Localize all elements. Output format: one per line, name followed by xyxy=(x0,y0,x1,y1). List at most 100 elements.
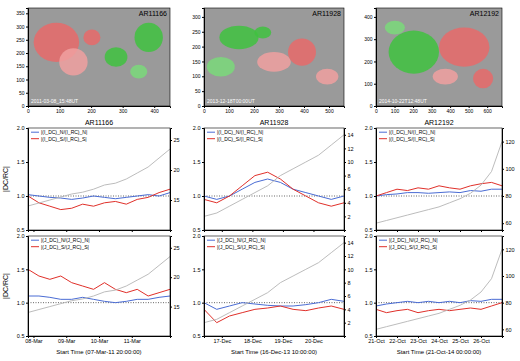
axis-line xyxy=(171,237,173,337)
tick: 1.0 xyxy=(193,193,204,199)
tick-mark xyxy=(170,140,172,141)
tick-mark xyxy=(344,256,346,257)
legend-label: |(I_DC)_N/(I_RC)_N| xyxy=(41,129,87,135)
tick-label: 60 xyxy=(506,220,512,226)
tick-mark xyxy=(374,230,376,231)
field-patch xyxy=(219,26,258,50)
y-axis-title: |DC/RC| xyxy=(2,273,10,299)
tick-label: 100 xyxy=(506,273,515,279)
tick xyxy=(418,230,419,232)
plot-area xyxy=(376,249,502,329)
tick-label: 4 xyxy=(348,307,351,313)
tick-label: 17-Dec xyxy=(213,338,231,344)
tick-label: 300 xyxy=(275,108,284,114)
tick xyxy=(397,230,398,232)
tick-label: 60 xyxy=(506,327,512,333)
tick-label: 0.5 xyxy=(193,333,201,339)
legend: |(J_DC)_N/(J_RC)_N||(J_DC)_S/(J_RC)_S| xyxy=(379,237,437,250)
tick-label: 100 xyxy=(391,108,400,114)
plot-area xyxy=(204,135,344,217)
tick-label: 2 xyxy=(348,320,351,326)
tick: 250 xyxy=(192,29,204,35)
tick-label: 200 xyxy=(16,50,25,56)
frame xyxy=(376,8,502,106)
y-axis: 0.51.01.52.0 xyxy=(193,233,205,339)
series-line xyxy=(204,179,344,199)
x-axis: 0100200300400 xyxy=(27,106,170,114)
tick: 100 xyxy=(192,73,204,79)
tick-label: 200 xyxy=(409,108,418,114)
tick: 60 xyxy=(502,327,512,333)
tick xyxy=(66,230,67,232)
tick xyxy=(439,230,440,232)
tick: 22-Oct xyxy=(389,336,406,344)
tick xyxy=(481,230,482,232)
tick-label: 20 xyxy=(174,274,180,280)
series-line xyxy=(204,172,344,206)
field-patch xyxy=(316,69,338,85)
tick-label: 1.5 xyxy=(17,159,25,165)
tick-label: 14 xyxy=(348,240,354,246)
tick-label: 50 xyxy=(195,88,201,94)
axis-line xyxy=(345,237,347,337)
tick-label: 8 xyxy=(348,280,351,286)
tick: 100 xyxy=(391,106,400,114)
tick-label: 250 xyxy=(16,37,25,43)
tick: 19-Dec xyxy=(275,336,293,344)
tick: 17-Dec xyxy=(213,336,231,344)
tick-label: 2.0 xyxy=(365,125,373,131)
tick: 400 xyxy=(300,106,309,114)
tick: 10 xyxy=(344,267,354,273)
tick-mark xyxy=(344,283,346,284)
tick-label: 1.5 xyxy=(365,159,373,165)
tick-label: 300 xyxy=(119,108,128,114)
y-axis: 0.51.01.52.0 xyxy=(365,125,377,233)
legend-label: |(I_DC)_N/(I_RC)_N| xyxy=(217,129,263,135)
tick: 200 xyxy=(87,106,96,114)
y2-axis: 2468101214 xyxy=(344,129,354,231)
tick: 0 xyxy=(203,106,206,114)
tick-mark xyxy=(170,277,172,278)
tick-label: 50 xyxy=(19,90,25,96)
tick: 100 xyxy=(364,81,376,87)
axis-line xyxy=(374,9,377,107)
legend-swatch xyxy=(207,246,215,247)
tick: 20-Dec xyxy=(305,336,323,344)
tick: 80 xyxy=(502,300,512,306)
tick-mark xyxy=(26,13,28,14)
tick-label: 08-Mar xyxy=(25,338,43,344)
tick-mark xyxy=(202,336,204,337)
tick: 100 xyxy=(16,77,28,83)
field-patch xyxy=(254,27,271,39)
tick: 1.5 xyxy=(17,267,28,273)
field-patch xyxy=(257,52,291,72)
tick-label: 19-Dec xyxy=(275,338,293,344)
tick-mark xyxy=(26,66,28,67)
tick: 400 xyxy=(151,106,160,114)
tick: 200 xyxy=(192,44,204,50)
y-axis: 0.51.01.52.0 xyxy=(193,125,205,233)
frame xyxy=(204,8,344,106)
axis-line xyxy=(26,129,29,231)
magnetogram-panel: 0100200300400500050100150200250300AR1192… xyxy=(192,8,344,114)
tick: 0.5 xyxy=(17,333,28,339)
field-patch xyxy=(389,31,439,74)
tick: 24-Oct xyxy=(431,336,448,344)
tick-label: 2.0 xyxy=(365,233,373,239)
tick-mark xyxy=(502,196,504,197)
tick-label: 23-Oct xyxy=(410,338,427,344)
field-patch xyxy=(135,23,163,52)
plot-area xyxy=(28,149,170,210)
x-axis: 21-Oct22-Oct23-Oct24-Oct25-Oct26-Oct xyxy=(368,336,502,344)
reference-line xyxy=(204,196,344,197)
tick-mark xyxy=(344,216,346,217)
tick: 6 xyxy=(344,186,351,192)
tick-mark xyxy=(202,236,204,237)
y-axis: 050100150200250300350 xyxy=(16,9,28,110)
tick-mark xyxy=(252,230,253,232)
frame xyxy=(376,236,502,336)
tick-label: 400 xyxy=(446,108,455,114)
tick-label: 150 xyxy=(192,59,201,65)
tick-mark xyxy=(502,303,504,304)
tick-label: 1.0 xyxy=(193,300,201,306)
